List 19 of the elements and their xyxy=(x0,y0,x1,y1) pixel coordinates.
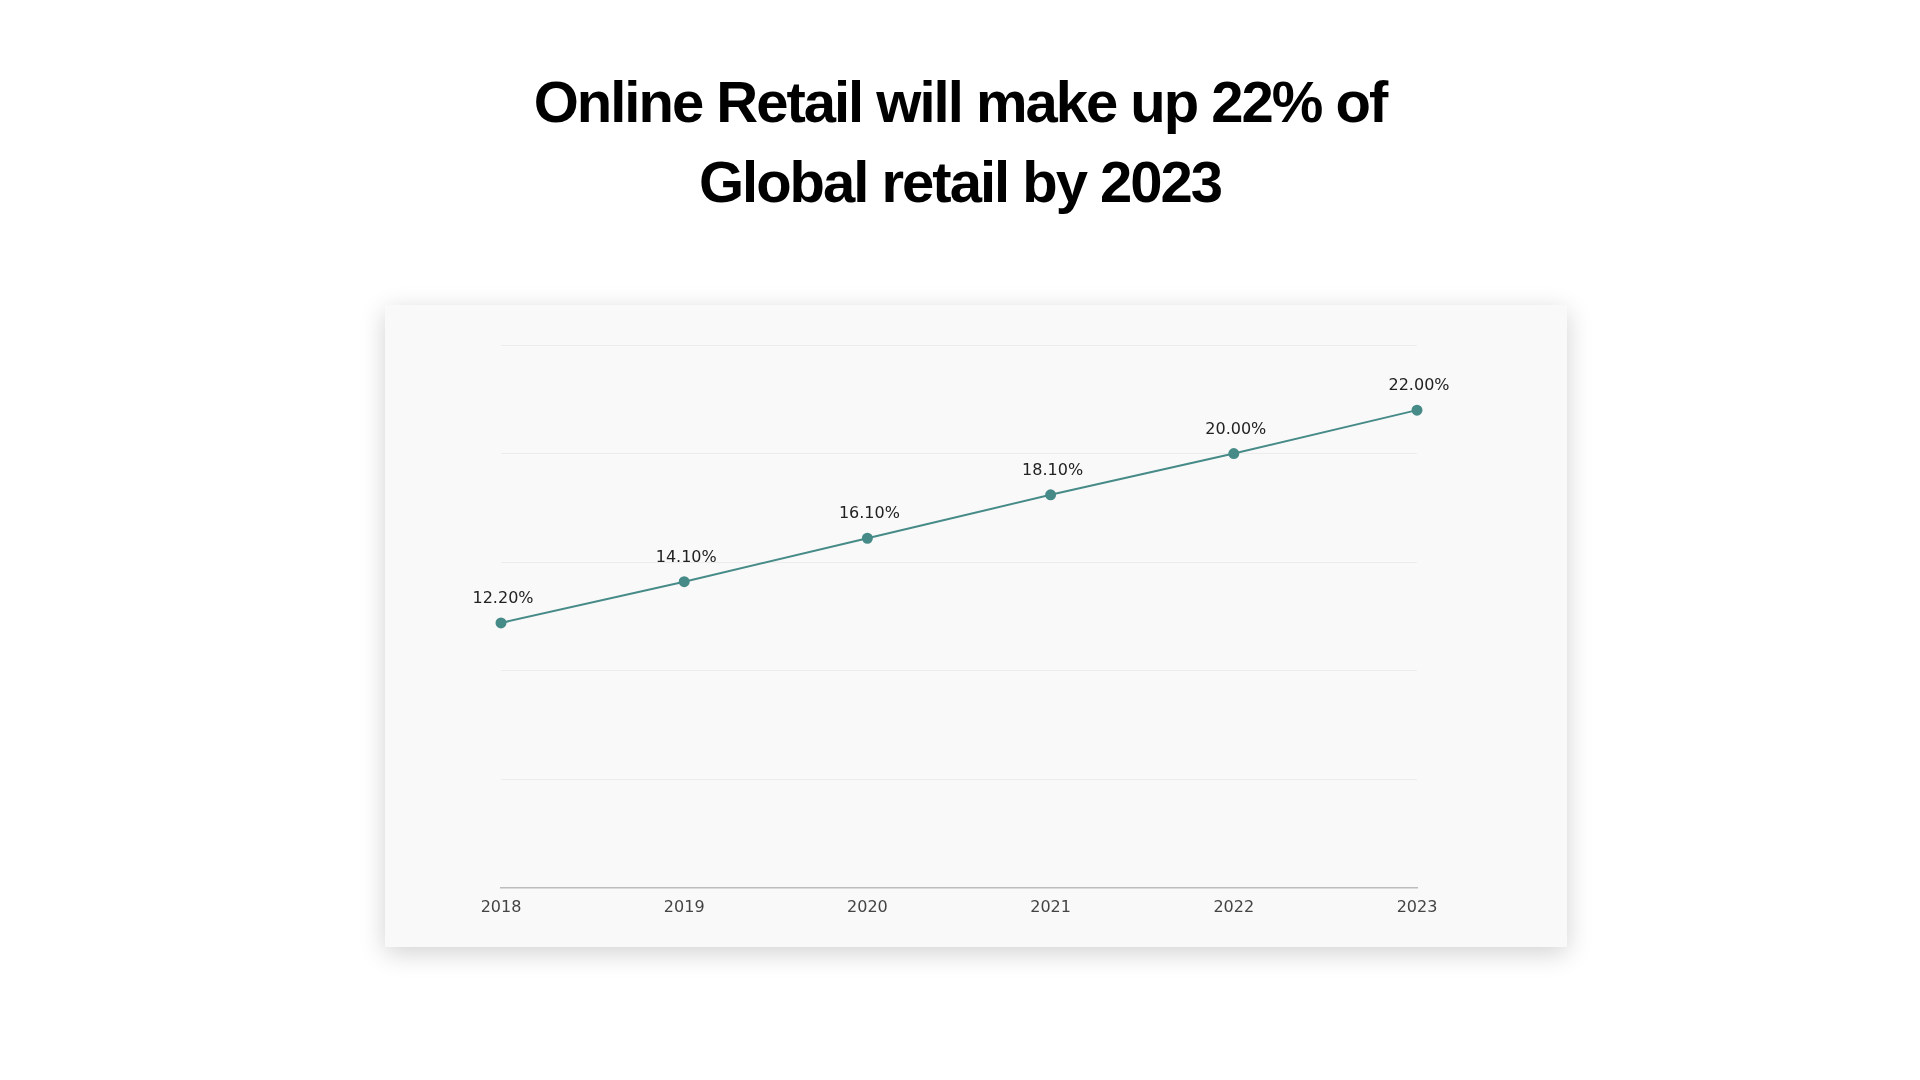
point xyxy=(678,576,690,588)
point xyxy=(861,532,873,544)
x-tick-label: 2022 xyxy=(1213,896,1255,916)
point xyxy=(1045,489,1057,501)
point xyxy=(1411,404,1423,416)
data-label: 14.10% xyxy=(655,546,717,566)
chart-title: Online Retail will make up 22% of Global retail by 2023 xyxy=(532,68,1389,216)
point xyxy=(1228,448,1240,460)
x-tick-label: 2021 xyxy=(1030,896,1071,916)
data-label: 22.00% xyxy=(1388,375,1450,395)
data-label: 16.10% xyxy=(838,503,900,523)
x-tick-label: 2020 xyxy=(847,896,888,916)
x-tick-label: 2018 xyxy=(480,896,522,916)
data-label: 20.00% xyxy=(1205,418,1267,438)
point xyxy=(495,617,507,629)
x-tick-label: 2023 xyxy=(1396,896,1438,916)
data-label: 12.20% xyxy=(472,588,534,608)
data-label: 18.10% xyxy=(1022,459,1084,479)
x-tick-label: 2019 xyxy=(663,896,705,916)
